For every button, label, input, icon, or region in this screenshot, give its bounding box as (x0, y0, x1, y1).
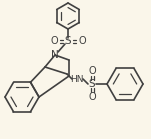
Text: N: N (51, 50, 59, 60)
Text: HN: HN (70, 75, 84, 84)
Text: O: O (88, 92, 96, 102)
Text: O: O (50, 36, 58, 46)
Text: S: S (89, 79, 95, 89)
Text: O: O (78, 36, 86, 46)
Text: O: O (88, 66, 96, 76)
Text: S: S (65, 36, 71, 46)
